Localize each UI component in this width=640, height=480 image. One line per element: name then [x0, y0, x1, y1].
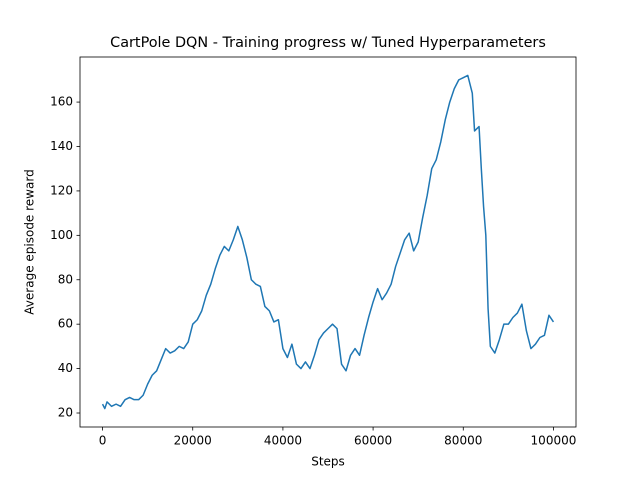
y-tick-label: 60: [58, 317, 73, 331]
x-tick-label: 80000: [444, 434, 482, 448]
y-tick-label: 80: [58, 272, 73, 286]
x-tick-label: 100000: [531, 434, 577, 448]
x-tick-label: 60000: [354, 434, 392, 448]
y-tick-label: 120: [50, 183, 73, 197]
plot-frame: [79, 56, 577, 428]
x-tick-label: 0: [99, 434, 107, 448]
y-tick-label: 20: [58, 406, 73, 420]
y-tick-label: 160: [50, 95, 73, 109]
x-tick-label: 20000: [174, 434, 212, 448]
x-axis-label: Steps: [311, 455, 345, 469]
x-tick-label: 40000: [264, 434, 302, 448]
y-tick-label: 100: [50, 228, 73, 242]
y-axis-label: Average episode reward: [23, 169, 37, 314]
chart-title: CartPole DQN - Training progress w/ Tune…: [110, 35, 546, 51]
y-tick-label: 140: [50, 139, 73, 153]
data-line: [101, 74, 555, 410]
y-tick-label: 40: [58, 361, 73, 375]
